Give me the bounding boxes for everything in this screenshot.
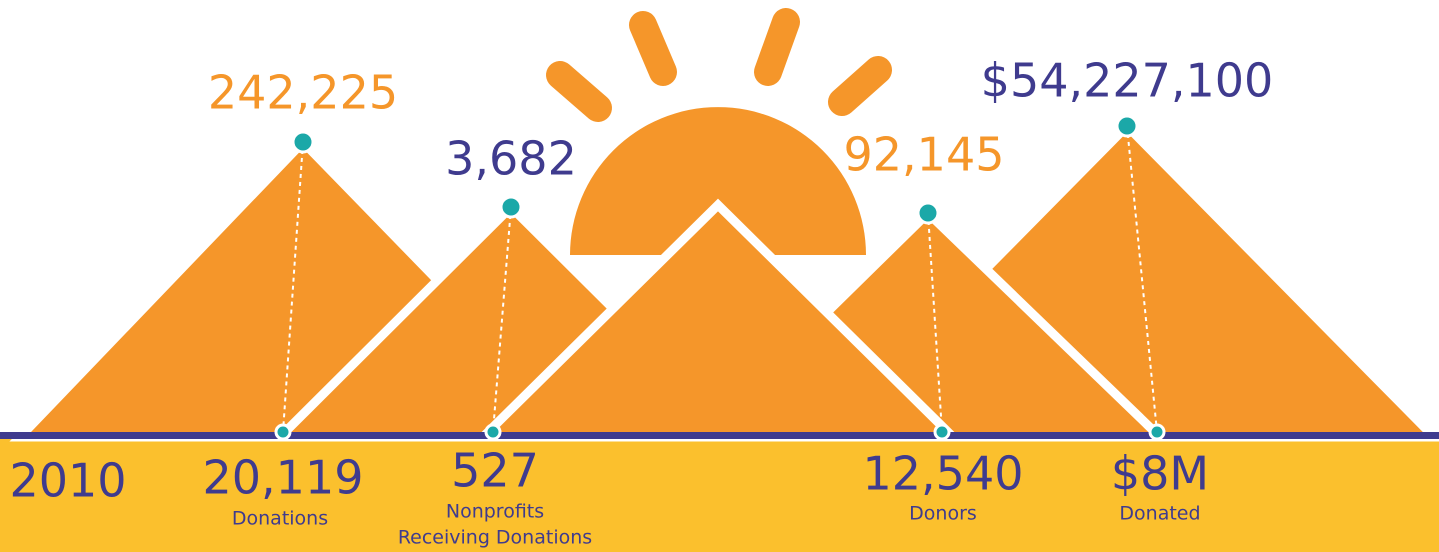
- top-value: 242,225: [208, 66, 398, 120]
- bottom-label: Donated: [1119, 503, 1200, 525]
- bottom-value: $8M: [1111, 447, 1209, 501]
- bottom-value: 527: [451, 444, 539, 498]
- top-value: 92,145: [844, 128, 1005, 182]
- bottom-label: Donors: [909, 503, 977, 525]
- baseline: [0, 432, 1439, 439]
- bottom-label: Nonprofits: [446, 501, 544, 523]
- top-value: 3,682: [445, 132, 577, 186]
- start-year: 2010: [9, 454, 126, 508]
- bottom-value: 12,540: [863, 447, 1024, 501]
- infographic: 242,225 3,682 92,145 $54,227,100 2010 20…: [0, 0, 1439, 552]
- bottom-label: Donations: [232, 508, 328, 530]
- top-value: $54,227,100: [981, 54, 1274, 108]
- bottom-label: Receiving Donations: [398, 527, 592, 549]
- bottom-value: 20,119: [203, 451, 364, 505]
